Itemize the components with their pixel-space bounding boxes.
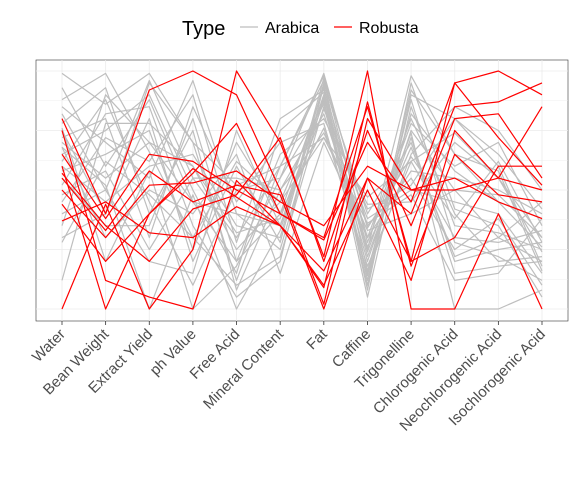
x-tick-label: Water — [29, 326, 69, 366]
legend-label-robusta: Robusta — [359, 20, 419, 37]
legend-title: Type — [182, 18, 225, 40]
legend-label-arabica: Arabica — [265, 20, 319, 37]
x-tick-label: Fat — [303, 325, 331, 353]
legend: Type Arabica Robusta — [182, 18, 419, 40]
series-line-robusta — [62, 71, 542, 304]
x-tick-label: Mineral Content — [200, 325, 287, 412]
